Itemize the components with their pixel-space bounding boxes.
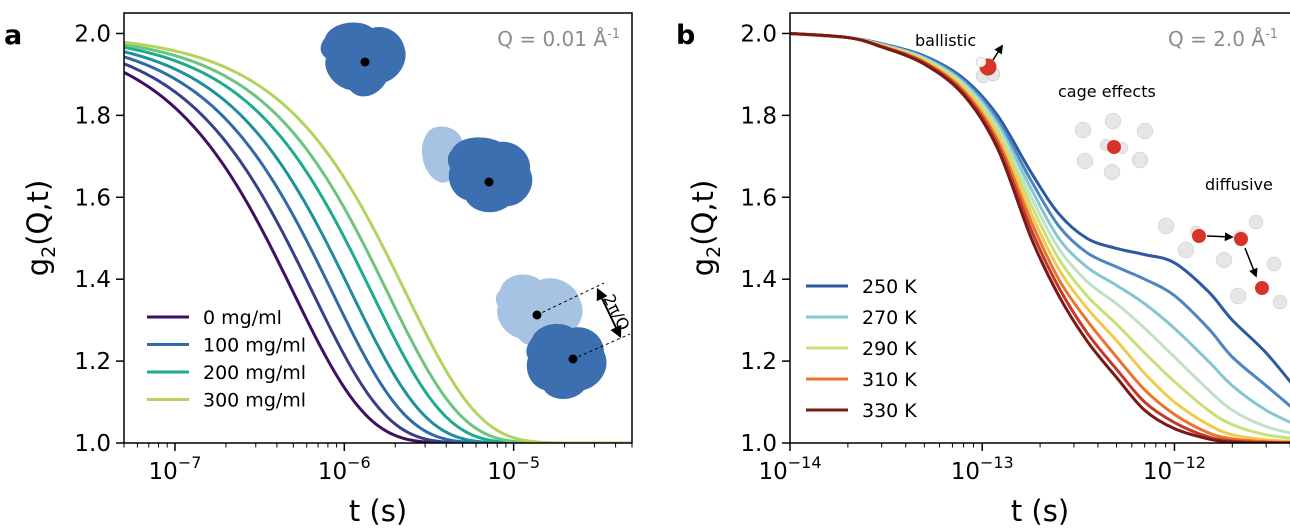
panel-a-y-label: g2(Q,t) — [21, 180, 60, 277]
water-cluster-diffusive — [1157, 214, 1288, 310]
legend-label: 250 K — [862, 276, 917, 298]
panel-b-x-label: t (s) — [1011, 494, 1069, 528]
panel-b-y-axis: 1.0 1.2 1.4 1.6 1.8 2.0 — [740, 21, 790, 457]
panel-a-x-axis: 10−7 10−6 10−5 — [123, 443, 633, 485]
panel-b-curves — [790, 31, 1290, 443]
panel-b-y-label: g2(Q,t) — [686, 180, 725, 277]
panel-a-legend: 0 mg/ml 100 mg/ml 200 mg/ml 300 mg/ml — [147, 307, 306, 412]
x-tick-label: 10−6 — [318, 453, 371, 485]
y-tick-label: 1.0 — [74, 431, 111, 457]
series-line-a-3 — [124, 50, 632, 443]
panel-a: a 2π/Q 10−7 10−6 10−5 — [4, 12, 634, 528]
legend-label: 310 K — [862, 369, 917, 391]
panel-label-a: a — [4, 20, 22, 51]
protein-blob-2 — [421, 126, 533, 213]
distance-line-bottom — [572, 333, 631, 360]
legend-label: 100 mg/ml — [203, 335, 306, 357]
y-tick-label: 1.2 — [740, 349, 777, 375]
x-tick-label: 10−7 — [149, 453, 202, 485]
y-tick-label: 1.6 — [74, 185, 111, 211]
water-molecule-ballistic — [975, 44, 1003, 84]
y-tick-label: 1.8 — [740, 103, 777, 129]
panel-b-frame — [789, 12, 1290, 444]
y-tick-label: 1.0 — [740, 431, 777, 457]
series-line-a-0 — [124, 71, 632, 443]
y-tick-label: 1.8 — [74, 103, 111, 129]
panel-b-x-axis: 10−14 10−13 10−12 — [758, 443, 1290, 485]
panel-a-x-label: t (s) — [349, 494, 407, 528]
panel-b-annotation: Q = 2.0 Å-1 — [1168, 27, 1278, 51]
protein-blob-3 — [495, 274, 607, 399]
panel-b-legend: 250 K 270 K 290 K 310 K 330 K — [806, 276, 917, 422]
distance-arrow — [596, 287, 622, 339]
panel-label-b: b — [676, 20, 695, 51]
series-line-a-2 — [124, 55, 632, 443]
legend-label: 300 mg/ml — [203, 390, 306, 412]
panel-a-annotation: Q = 0.01 Å-1 — [497, 27, 620, 51]
protein-blob-1 — [320, 22, 406, 97]
water-cluster-cage — [1074, 112, 1154, 181]
panel-a-frame — [123, 12, 633, 444]
panel-b-insets: ballistic cage effects diffusive — [915, 31, 1288, 310]
y-tick-label: 1.4 — [74, 267, 111, 293]
annotation-ballistic: ballistic — [915, 31, 976, 50]
x-tick-label: 10−14 — [758, 453, 821, 485]
x-tick-label: 10−5 — [487, 453, 540, 485]
y-tick-label: 1.2 — [74, 349, 111, 375]
x-tick-label: 10−13 — [951, 453, 1014, 485]
legend-label: 200 mg/ml — [203, 362, 306, 384]
legend-label: 330 K — [862, 400, 917, 422]
panel-a-y-axis: 1.0 1.2 1.4 1.6 1.8 2.0 — [74, 21, 124, 457]
panel-a-insets: 2π/Q — [320, 22, 634, 399]
series-line-b-8 — [790, 31, 1290, 443]
legend-label: 270 K — [862, 307, 917, 329]
y-tick-label: 1.6 — [740, 185, 777, 211]
annotation-cage-effects: cage effects — [1058, 82, 1156, 101]
x-tick-label: 10−12 — [1143, 453, 1206, 485]
y-tick-label: 1.4 — [740, 267, 777, 293]
y-tick-label: 2.0 — [740, 21, 777, 47]
legend-label: 290 K — [862, 338, 917, 360]
annotation-diffusive: diffusive — [1205, 175, 1273, 194]
y-tick-label: 2.0 — [74, 21, 111, 47]
distance-label: 2π/Q — [599, 291, 633, 333]
legend-label: 0 mg/ml — [203, 307, 282, 329]
distance-line-top — [536, 282, 605, 316]
series-line-a-1 — [124, 62, 632, 443]
panel-b: b ballistic cage effects diffusive — [676, 12, 1290, 528]
